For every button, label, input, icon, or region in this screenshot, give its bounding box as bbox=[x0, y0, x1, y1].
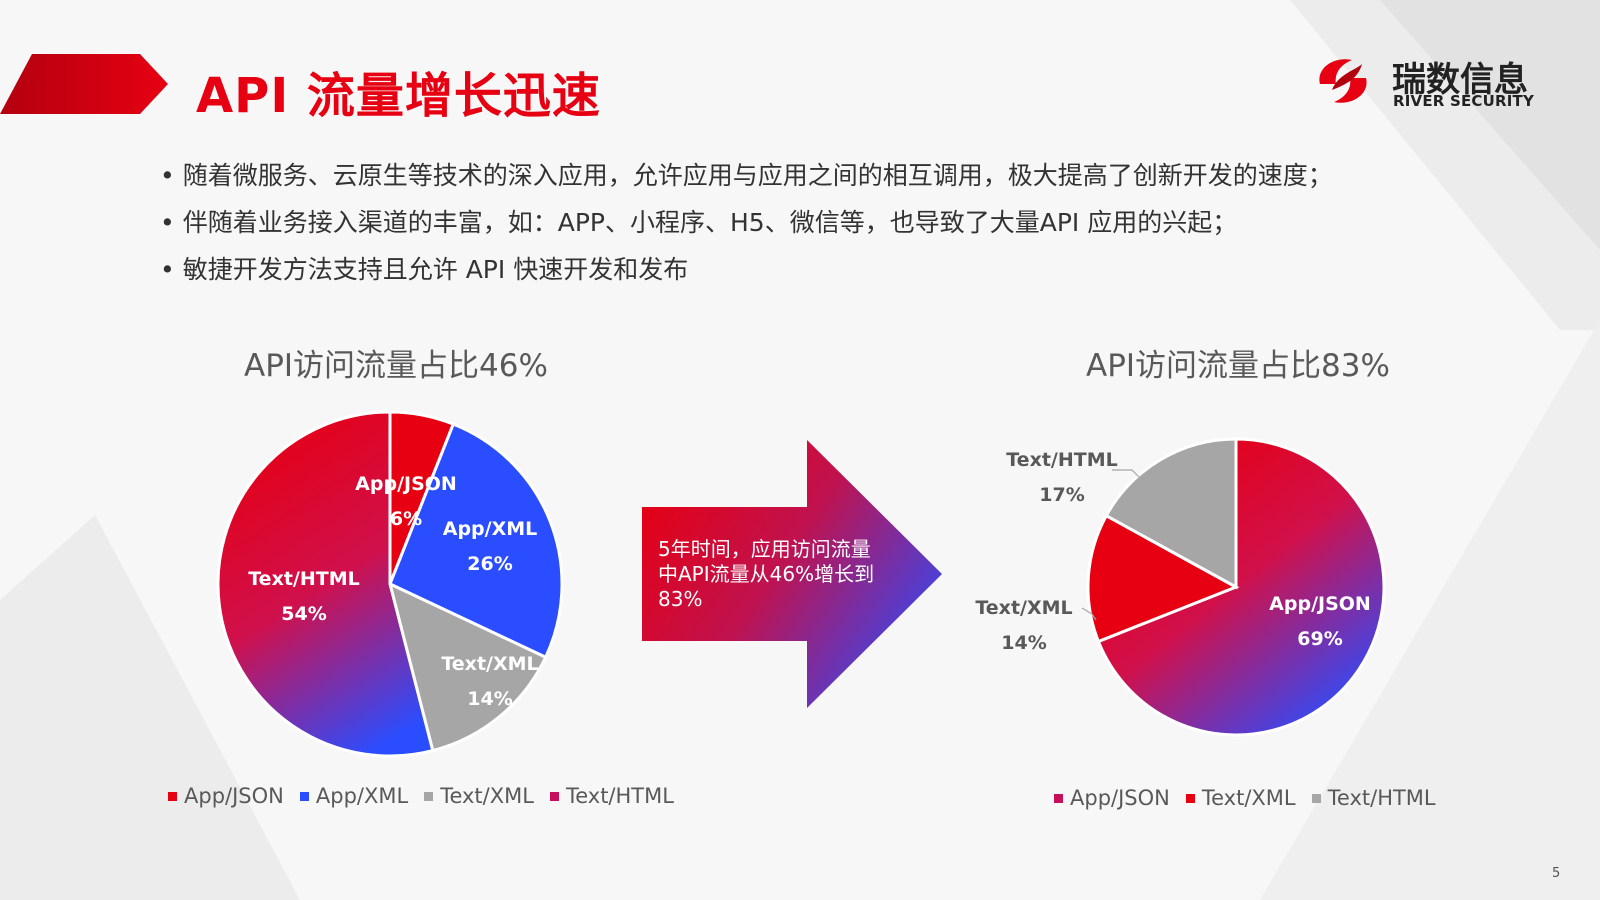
logo-english-name: RIVER SECURITY bbox=[1393, 92, 1535, 110]
legend-right: App/JSON Text/XML Text/HTML bbox=[1054, 786, 1436, 810]
legend-item: App/JSON bbox=[168, 784, 284, 808]
bullet-item: 随着微服务、云原生等技术的深入应用，允许应用与应用之间的相互调用，极大提高了创新… bbox=[160, 152, 1333, 199]
bullet-item: 敏捷开发方法支持且允许 API 快速开发和发布 bbox=[160, 246, 1333, 293]
slice-percent: 14% bbox=[1001, 632, 1046, 654]
legend-swatch bbox=[1311, 793, 1321, 803]
legend-label: App/JSON bbox=[184, 784, 284, 808]
legend-swatch bbox=[424, 791, 434, 801]
slice-label: Text/XML bbox=[975, 597, 1072, 619]
chart-title-right: API访问流量占比83% bbox=[1086, 348, 1390, 384]
logo-mark-icon bbox=[1319, 59, 1367, 103]
legend-item: Text/XML bbox=[1185, 786, 1296, 810]
arrow-caption: 5年时间，应用访问流量中API流量从46%增长到83% bbox=[658, 537, 875, 611]
company-logo: 瑞数信息 RIVER SECURITY bbox=[1312, 50, 1572, 114]
legend-swatch bbox=[1185, 793, 1195, 803]
bullet-item: 伴随着业务接入渠道的丰富，如：APP、小程序、H5、微信等，也导致了大量API … bbox=[160, 199, 1333, 246]
page-number: 5 bbox=[1552, 866, 1561, 881]
logo-chinese-name: 瑞数信息 bbox=[1392, 60, 1528, 100]
pie-slice-text-xml bbox=[387, 581, 548, 753]
legend-item: App/JSON bbox=[1054, 786, 1170, 810]
legend-label: Text/HTML bbox=[1327, 786, 1436, 810]
slice-percent: 69% bbox=[1297, 628, 1342, 650]
pie-slice-text-xml bbox=[1086, 513, 1240, 644]
transition-arrow bbox=[642, 440, 942, 708]
legend-left: App/JSON App/XML Text/XML Text/HTML bbox=[168, 784, 674, 808]
legend-item: Text/XML bbox=[424, 784, 534, 808]
legend-label: Text/HTML bbox=[565, 784, 674, 808]
pie-slice-text-html bbox=[216, 410, 435, 758]
page-title: API 流量增长迅速 bbox=[196, 68, 601, 124]
label-leader-line bbox=[1081, 607, 1097, 621]
legend-item: Text/HTML bbox=[1311, 786, 1436, 810]
slice-label: App/JSON bbox=[1269, 593, 1371, 615]
pie-slice-app-json bbox=[1096, 437, 1386, 737]
slice-percent: 26% bbox=[467, 553, 512, 575]
slice-percent: 54% bbox=[281, 603, 326, 625]
legend-label: Text/XML bbox=[1201, 786, 1296, 810]
slice-percent: 6% bbox=[390, 508, 422, 530]
legend-label: App/XML bbox=[315, 784, 409, 808]
chart-title-left: API访问流量占比46% bbox=[244, 348, 548, 384]
slice-label: Text/XML bbox=[441, 653, 538, 675]
slice-percent: 14% bbox=[467, 688, 512, 710]
slice-label: Text/HTML bbox=[248, 568, 359, 590]
legend-item: App/XML bbox=[299, 784, 409, 808]
title-accent-bar bbox=[0, 54, 168, 114]
legend-swatch bbox=[1054, 793, 1063, 803]
slice-label: App/JSON bbox=[355, 473, 457, 495]
slice-label: App/XML bbox=[443, 518, 538, 540]
legend-label: Text/XML bbox=[440, 784, 534, 808]
legend-item: Text/HTML bbox=[549, 784, 674, 808]
legend-swatch bbox=[168, 791, 177, 801]
label-leader-line bbox=[1112, 469, 1141, 479]
legend-swatch bbox=[549, 791, 559, 801]
legend-swatch bbox=[299, 791, 309, 801]
slice-percent: 17% bbox=[1039, 484, 1084, 506]
pie-slice-app-xml bbox=[388, 422, 564, 660]
slice-label: Text/HTML bbox=[1006, 449, 1117, 471]
legend-label: App/JSON bbox=[1070, 786, 1170, 810]
bullet-list: 随着微服务、云原生等技术的深入应用，允许应用与应用之间的相互调用，极大提高了创新… bbox=[160, 152, 1333, 293]
